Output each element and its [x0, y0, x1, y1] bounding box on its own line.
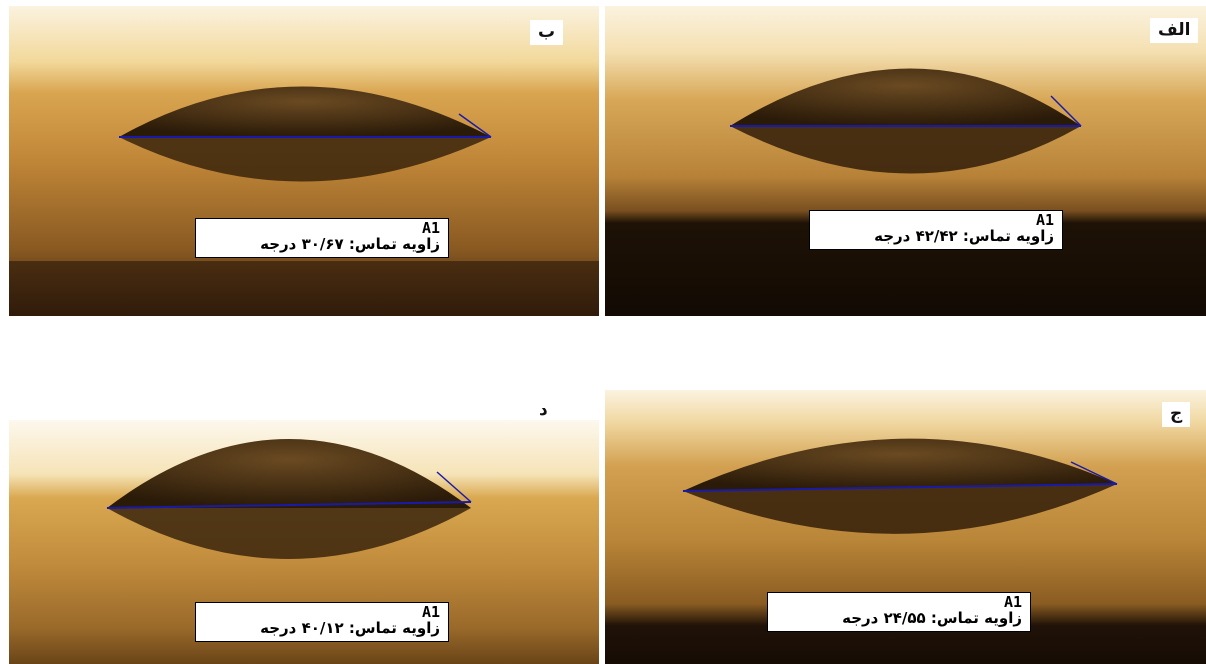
- panel-letter-dal: د: [539, 400, 548, 420]
- photo-panel-alef: A1 زاویه تماس: ۴۲/۴۲ درجه: [605, 6, 1206, 316]
- panel-letter-jim: ج: [1162, 402, 1191, 427]
- droplet-top-alef: [730, 68, 1081, 126]
- baseline-dal: [106, 501, 472, 509]
- caption-box-alef: A1 زاویه تماس: ۴۲/۴۲ درجه: [809, 210, 1063, 250]
- photo-panel-jim: A1 زاویه تماس: ۲۴/۵۵ درجه: [605, 390, 1206, 664]
- droplet-photo-dal: [9, 420, 599, 664]
- tangent-line-jim: [1070, 461, 1118, 485]
- droplet-top-dal: [107, 439, 471, 508]
- droplet-reflection-alef: [730, 126, 1081, 174]
- sample-label: A1: [1003, 593, 1022, 611]
- tangent-line-alef: [1050, 95, 1082, 127]
- droplet-reflection-be: [119, 137, 491, 182]
- tangent-line-dal: [436, 471, 472, 503]
- caption-box-be: A1 زاویه تماس: ۳۰/۶۷ درجه: [195, 218, 449, 258]
- droplet-reflection-jim: [683, 484, 1117, 534]
- sample-label: A1: [421, 603, 440, 621]
- photo-panel-be: A1 زاویه تماس: ۳۰/۶۷ درجه: [9, 6, 599, 316]
- droplet-top-be: [119, 86, 491, 137]
- panel-letter-alef: الف: [1150, 18, 1199, 43]
- tangent-line-be: [458, 113, 492, 138]
- droplet-top-jim: [683, 438, 1117, 491]
- droplet-photo-alef: [605, 6, 1206, 316]
- sample-label: A1: [1035, 211, 1054, 229]
- droplet-reflection-dal: [107, 508, 471, 559]
- contact-angle-text: زاویه تماس: ۲۴/۵۵ درجه: [842, 608, 1022, 627]
- baseline-jim: [682, 483, 1118, 492]
- panel-letter-be: ب: [530, 20, 564, 45]
- contact-angle-text: زاویه تماس: ۳۰/۶۷ درجه: [260, 234, 440, 253]
- droplet-photo-be: [9, 6, 599, 316]
- caption-box-jim: A1 زاویه تماس: ۲۴/۵۵ درجه: [767, 592, 1031, 632]
- caption-box-dal: A1 زاویه تماس: ۴۰/۱۲ درجه: [195, 602, 449, 642]
- contact-angle-text: زاویه تماس: ۴۲/۴۲ درجه: [874, 226, 1054, 245]
- contact-angle-text: زاویه تماس: ۴۰/۱۲ درجه: [260, 618, 440, 637]
- photo-panel-dal: A1 زاویه تماس: ۴۰/۱۲ درجه: [9, 420, 599, 664]
- sample-label: A1: [421, 219, 440, 237]
